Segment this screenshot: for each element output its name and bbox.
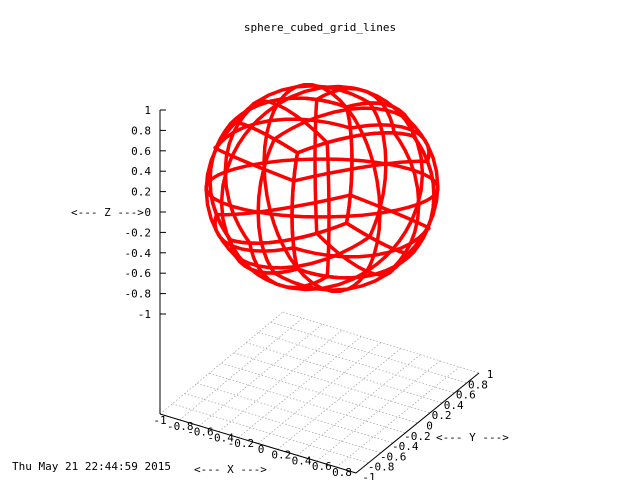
y-tick-label: 1: [487, 368, 494, 381]
sphere-grid-line: [315, 86, 396, 135]
grid-line: [282, 311, 480, 374]
y-tick-label: 0.8: [468, 378, 488, 391]
grid-line: [218, 330, 343, 432]
x-tick-label: 0.8: [332, 466, 352, 479]
x-tick-label: 0.4: [292, 454, 312, 467]
grid-line: [179, 317, 303, 421]
base-grid: [159, 311, 480, 474]
z-tick-label: -1: [138, 308, 151, 321]
sphere-grid-line: [256, 137, 277, 275]
y-tick-labels: -1-0.8-0.6-0.4-0.200.20.40.60.81: [362, 368, 493, 480]
sphere-grid-line: [290, 193, 436, 219]
grid-line: [198, 323, 323, 427]
sphere-grid-line: [313, 97, 319, 236]
sphere-grid-line: [214, 117, 353, 150]
sphere-grid-line: [315, 231, 396, 277]
y-axis-line: [355, 372, 480, 474]
y-tick-label: 0.6: [456, 389, 476, 402]
y-axis-label: <--- Y --->: [436, 431, 509, 444]
sphere-grid-line: [233, 235, 372, 270]
sphere-grid-line: [228, 96, 349, 126]
z-tick-label: 0.8: [131, 124, 151, 137]
sphere-grid-line: [291, 159, 430, 183]
x-tick-label: -0.2: [228, 437, 255, 450]
x-tick-label: -1: [153, 414, 166, 427]
grid-line: [270, 321, 467, 384]
grid-line: [258, 332, 455, 394]
x-tick-labels: -1 -0.8-0.6-0.4-0.2 0 0.2 0.4 0.6 0.8: [153, 414, 352, 479]
sphere-grid-line: [411, 134, 436, 254]
z-tick-label: 0.2: [131, 186, 151, 199]
grid-line: [196, 383, 394, 444]
z-tick-label: -0.6: [125, 267, 152, 280]
x-tick-label: -0.6: [187, 426, 214, 439]
x-tick-label: -0.4: [207, 431, 234, 444]
sphere-grid-line: [228, 221, 349, 245]
z-tick-label: -0.8: [125, 288, 152, 301]
grid-line: [245, 342, 443, 404]
y-tick-label: -0.2: [404, 430, 431, 443]
x-tick-label: 0.2: [271, 449, 291, 462]
z-tick-label: 1: [144, 104, 151, 117]
y-tick-label: -0.6: [380, 450, 407, 463]
y-tick-label: -0.8: [368, 461, 395, 474]
y-tick-label: -1: [362, 471, 375, 480]
z-tick-labels: 1 0.8 0.6 0.4 0.2 0 -0.2 -0.4 -0.6 -0.8 -1: [125, 104, 166, 321]
y-tick-label: -0.4: [392, 440, 419, 453]
z-tick-label: 0.6: [131, 145, 151, 158]
y-tick-label: 0.4: [444, 399, 464, 412]
z-tick-label: 0: [144, 206, 151, 219]
grid-line: [233, 352, 430, 414]
grid-line: [221, 362, 418, 424]
y-tick-label: 0: [426, 420, 433, 433]
z-axis-label: <--- Z --->: [71, 206, 144, 219]
x-axis-label: <--- X --->: [194, 463, 267, 476]
grid-line: [159, 311, 284, 415]
y-tick-label: 0.2: [432, 409, 452, 422]
grid-line: [172, 403, 369, 464]
sphere-grid-line: [344, 101, 416, 138]
grid-line: [316, 360, 441, 462]
sphere-grid-line: [249, 247, 395, 292]
z-tick-label: -0.4: [125, 247, 152, 260]
sphere-grid-line: [290, 151, 300, 271]
x-tick-label: 0: [258, 443, 265, 456]
sphere-grid-line: [344, 105, 354, 225]
chart-title: sphere_cubed_grid_lines: [244, 21, 396, 34]
x-tick-label: -0.8: [167, 420, 194, 433]
sphere-grid-line: [367, 101, 388, 239]
z-tick-label: -0.2: [125, 226, 152, 239]
sphere-grid-line: [344, 221, 416, 256]
timestamp: Thu May 21 22:44:59 2015: [12, 460, 171, 473]
z-tick-label: 0.4: [131, 165, 151, 178]
sphere-wireframe: [204, 83, 440, 293]
axes: [159, 110, 480, 474]
x-tick-label: 0.6: [312, 460, 332, 473]
x-axis-line: [159, 413, 357, 474]
